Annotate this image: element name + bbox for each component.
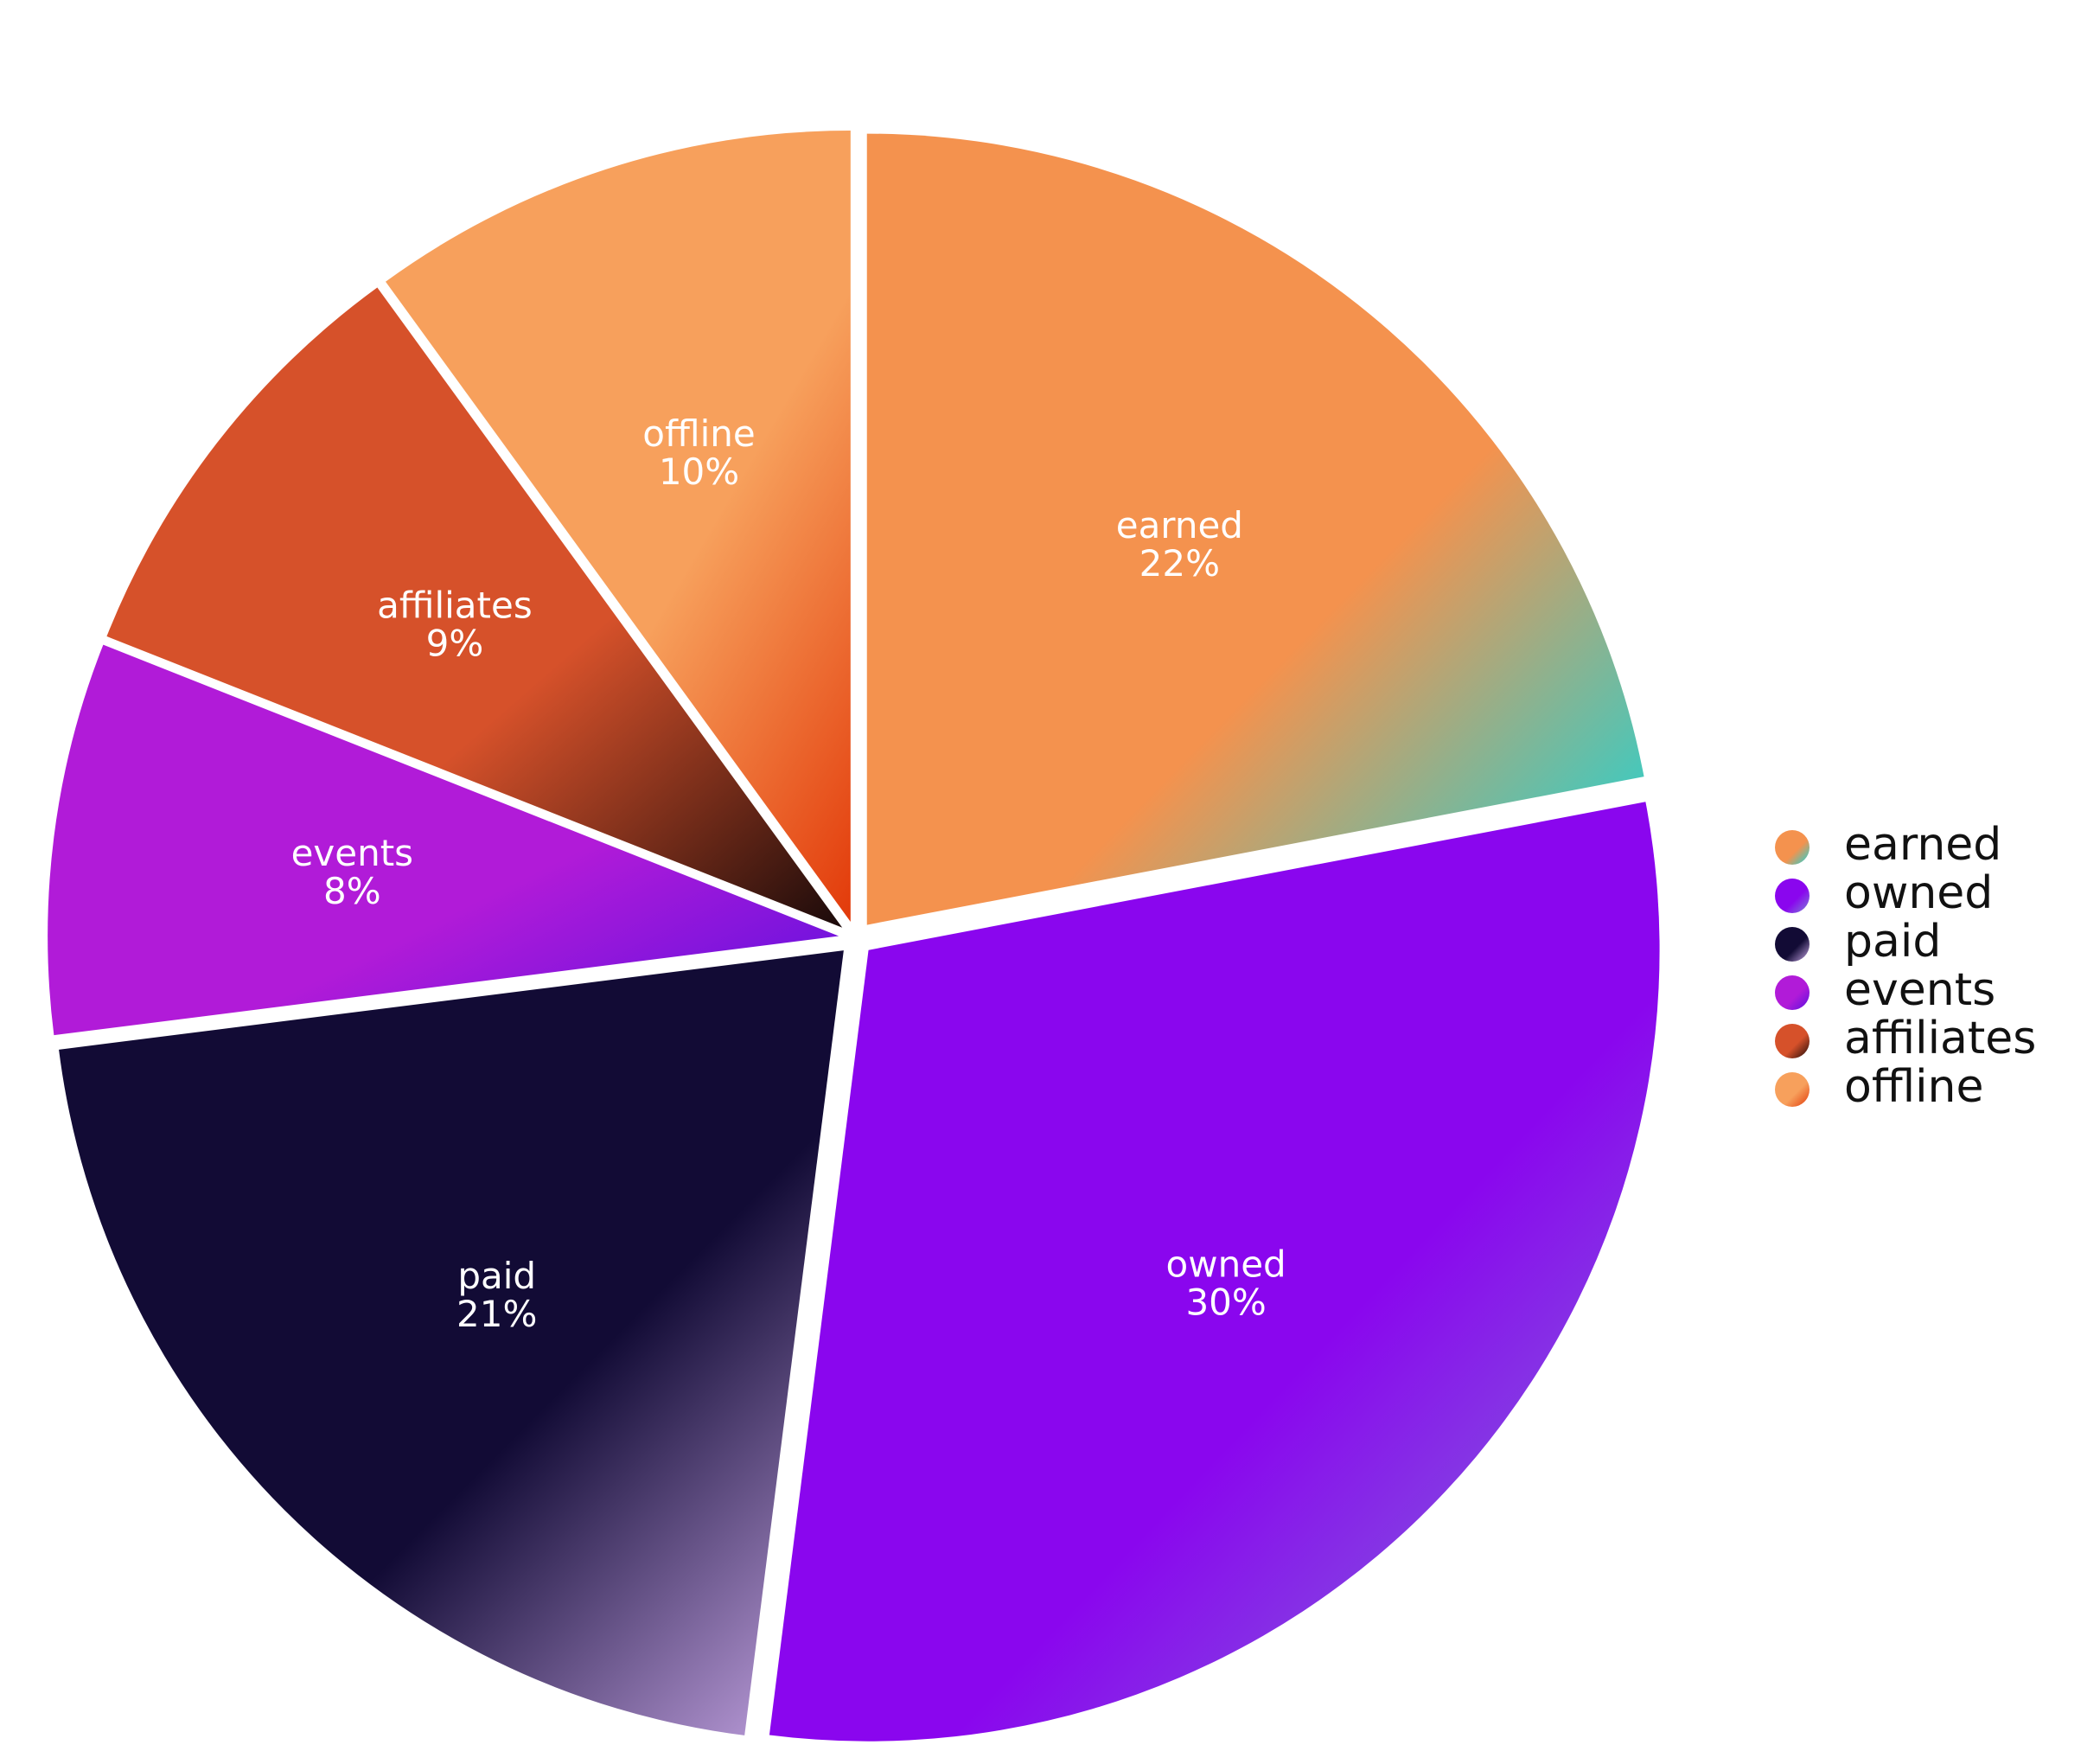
slice-value: 10% <box>659 451 739 493</box>
slice-category: events <box>291 832 414 874</box>
pie-slice <box>769 802 1660 1742</box>
slice-category: earned <box>1116 504 1243 546</box>
slice-value: 30% <box>1185 1281 1266 1324</box>
pie-slice <box>59 950 844 1735</box>
pie-slice <box>106 287 843 928</box>
slice-value: 8% <box>323 870 381 912</box>
legend-label: events <box>1844 964 1995 1016</box>
slice-value: 21% <box>456 1293 537 1335</box>
slice-category: offline <box>642 412 755 455</box>
legend-label: offline <box>1844 1061 1983 1113</box>
legend-swatch <box>1775 830 1810 865</box>
legend-swatch <box>1775 1024 1810 1058</box>
slice-value: 22% <box>1139 542 1220 585</box>
pie-slice <box>48 644 839 1036</box>
legend-label: affiliates <box>1844 1013 2036 1064</box>
pie-slice <box>385 130 851 922</box>
pie-slice <box>866 133 1644 925</box>
slice-value: 9% <box>426 623 484 665</box>
legend-swatch <box>1775 879 1810 913</box>
slice-category: paid <box>457 1255 536 1297</box>
legend-swatch <box>1775 975 1810 1010</box>
legend-label: earned <box>1844 819 2001 871</box>
legend-swatch <box>1775 927 1810 962</box>
slice-category: affiliates <box>377 585 533 627</box>
legend-swatch <box>1775 1072 1810 1107</box>
legend-label: owned <box>1844 867 1993 919</box>
slice-category: owned <box>1166 1243 1286 1286</box>
legend-label: paid <box>1844 916 1941 968</box>
